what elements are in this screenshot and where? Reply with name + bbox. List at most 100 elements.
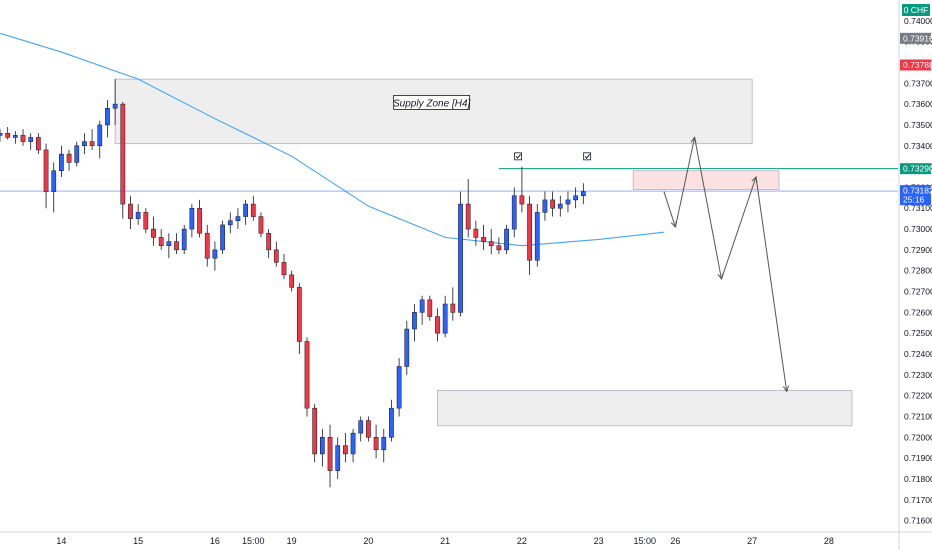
symbol-badge[interactable]: 0 CHF bbox=[902, 4, 930, 16]
projection-layer bbox=[663, 136, 790, 393]
price-badge-countdown: 25:16 bbox=[903, 195, 925, 205]
y-tick-label: 0.72900 bbox=[904, 245, 932, 255]
y-tick-label: 0.72700 bbox=[904, 287, 932, 297]
candle-body bbox=[419, 299, 425, 313]
x-tick-label: 20 bbox=[363, 536, 373, 546]
projection-segment bbox=[694, 137, 722, 280]
zone-rect bbox=[437, 390, 853, 427]
candle-body bbox=[135, 212, 141, 219]
y-tick-label: 0.71900 bbox=[904, 453, 932, 463]
candle-body bbox=[312, 407, 318, 455]
price-badge-label: 0.73916 bbox=[903, 33, 932, 43]
candle-body bbox=[5, 133, 11, 138]
zone-rect bbox=[632, 170, 780, 190]
x-tick-label: 28 bbox=[824, 536, 834, 546]
candle-body bbox=[181, 228, 187, 251]
projection-segment bbox=[755, 176, 788, 392]
price-badge-bg bbox=[900, 185, 931, 206]
candle-body bbox=[481, 237, 486, 242]
candle-body bbox=[335, 445, 341, 471]
zones-layer: Supply Zone [H4] bbox=[114, 78, 853, 427]
candle-body bbox=[12, 135, 18, 138]
candle-body bbox=[550, 199, 555, 209]
y-tick-label: 0.73000 bbox=[904, 224, 932, 234]
candle-body bbox=[304, 341, 310, 409]
y-tick-label: 0.72500 bbox=[904, 328, 932, 338]
candle-body bbox=[0, 133, 3, 136]
candle-body bbox=[412, 312, 417, 330]
y-tick-label: 0.73100 bbox=[904, 203, 932, 213]
price-badge-label: 0.73788 bbox=[903, 60, 932, 70]
price-badge-label: 0.73182 bbox=[903, 186, 932, 196]
candle-body bbox=[373, 437, 379, 451]
y-tick-label: 0.73700 bbox=[904, 78, 932, 88]
y-tick-label: 0.74000 bbox=[904, 16, 932, 26]
price-badge-bg bbox=[900, 32, 931, 44]
x-tick-label: 19 bbox=[287, 536, 297, 546]
candle-body bbox=[573, 195, 579, 201]
y-tick-label: 0.72200 bbox=[904, 391, 932, 401]
markers-layer bbox=[514, 152, 592, 161]
candle-body bbox=[97, 124, 103, 147]
candle-body bbox=[158, 237, 164, 246]
candle-body bbox=[28, 137, 34, 142]
check-marker bbox=[584, 154, 591, 159]
moving-average-line bbox=[0, 32, 664, 247]
price-badge-bg bbox=[900, 163, 931, 175]
y-tick-label: 0.71700 bbox=[904, 495, 932, 505]
candle-body bbox=[527, 203, 532, 261]
candles-layer bbox=[0, 79, 586, 488]
x-axis[interactable]: 14 15 16 15:00 19 20 21 22 23 15:00 26 27 28 bbox=[56, 536, 834, 546]
candle-body bbox=[235, 216, 241, 221]
candle-body bbox=[36, 137, 41, 151]
candle-body bbox=[166, 241, 172, 246]
symbol-badge-bg bbox=[902, 4, 930, 16]
candle-body bbox=[120, 103, 126, 205]
x-tick-label: 26 bbox=[670, 536, 680, 546]
zone-label-box bbox=[393, 95, 471, 110]
y-tick-label: 0.72400 bbox=[904, 349, 932, 359]
candle-body bbox=[450, 303, 456, 313]
candle-body bbox=[273, 249, 279, 263]
candle-body bbox=[442, 303, 448, 334]
projection-segment bbox=[674, 137, 696, 228]
candle-body bbox=[204, 232, 210, 259]
candle-body bbox=[66, 153, 72, 163]
check-marker-box bbox=[583, 152, 592, 161]
x-tick-label: 22 bbox=[517, 536, 527, 546]
candle-body bbox=[289, 274, 295, 288]
candle-body bbox=[488, 241, 494, 246]
candle-body bbox=[266, 232, 271, 251]
check-marker bbox=[515, 154, 521, 159]
y-tick-label: 0.72100 bbox=[904, 411, 932, 421]
x-tick-label: 15:00 bbox=[633, 536, 656, 546]
candle-body bbox=[343, 445, 348, 455]
candle-body bbox=[143, 212, 149, 230]
candle-body bbox=[381, 437, 387, 451]
candle-body bbox=[542, 199, 548, 213]
y-tick-label: 0.72800 bbox=[904, 266, 932, 276]
x-tick-label: 15:00 bbox=[242, 536, 265, 546]
x-tick-label: 14 bbox=[56, 536, 66, 546]
y-tick-label: 0.73400 bbox=[904, 141, 932, 151]
candle-body bbox=[174, 241, 179, 251]
x-tick-label: 23 bbox=[594, 536, 604, 546]
candle-body bbox=[105, 108, 110, 126]
candle-body bbox=[74, 145, 80, 163]
candle-body bbox=[565, 199, 571, 205]
y-tick-label: 0.71800 bbox=[904, 474, 932, 484]
candle-body bbox=[51, 170, 57, 192]
y-tick-label: 0.73500 bbox=[904, 120, 932, 130]
candle-body bbox=[250, 203, 256, 217]
candle-body bbox=[319, 437, 325, 455]
candle-body bbox=[534, 212, 540, 261]
candle-body bbox=[82, 141, 87, 147]
price-badge-label: 0.73290 bbox=[903, 164, 932, 174]
candle-body bbox=[465, 203, 471, 230]
candle-body bbox=[281, 262, 287, 276]
candle-body bbox=[389, 407, 394, 438]
projection-segment bbox=[663, 191, 676, 228]
candle-body bbox=[112, 103, 118, 109]
